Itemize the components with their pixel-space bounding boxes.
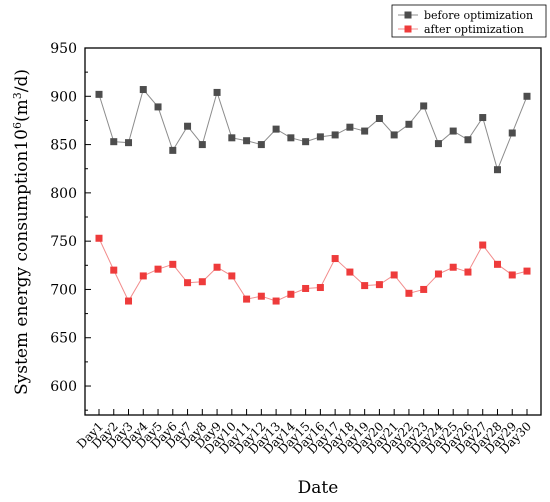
y-tick-label-650: 650 [50, 331, 77, 347]
y-axis: 600 650 700 750 800 850 900 950 [50, 41, 91, 411]
series-2-point-Day11 [243, 295, 251, 303]
series-2-point-Day26 [464, 268, 472, 276]
series-1-point-Day13 [272, 125, 280, 133]
y-tick-label-750: 750 [50, 234, 77, 250]
series-1-point-Day15 [302, 138, 310, 146]
y-axis-title-main: System energy consumption10 [12, 129, 32, 395]
series-1-point-Day8 [198, 141, 206, 149]
series-1 [95, 86, 531, 174]
series-2-point-Day7 [184, 279, 192, 287]
series-1-point-Day5 [154, 103, 162, 111]
series-1-point-Day18 [346, 123, 354, 131]
series-1-point-Day29 [508, 129, 516, 137]
series-1-point-Day25 [449, 127, 457, 135]
series-2-point-Day3 [125, 297, 133, 305]
series-1-point-Day7 [184, 122, 192, 130]
series-1-point-Day3 [125, 139, 133, 147]
series-1-point-Day28 [493, 166, 501, 174]
series-2-point-Day30 [523, 267, 531, 275]
series-1-point-Day20 [375, 115, 383, 123]
series-1-point-Day21 [390, 131, 398, 139]
series-2-point-Day9 [213, 263, 221, 271]
series-2-point-Day12 [257, 292, 265, 300]
series-1-point-Day2 [110, 138, 118, 146]
series-2-point-Day6 [169, 260, 177, 268]
series-2-point-Day15 [302, 284, 310, 292]
series-line-1 [98, 88, 528, 172]
series-1-point-Day24 [434, 140, 442, 148]
series-2-point-Day5 [154, 265, 162, 273]
y-tick-label-700: 700 [50, 282, 77, 298]
series-1-point-Day22 [405, 120, 413, 128]
series-1-point-Day9 [213, 88, 221, 96]
y-tick-label-600: 600 [50, 379, 77, 395]
series-2-point-Day27 [479, 241, 487, 249]
series-1-point-Day12 [257, 141, 265, 149]
series-1-point-Day4 [139, 86, 147, 94]
series-1-point-Day23 [420, 102, 428, 110]
series-2-point-Day1 [95, 234, 103, 242]
y-axis-title-unit-close: /d) [12, 69, 32, 92]
series-1-point-Day27 [479, 114, 487, 122]
y-tick-label-900: 900 [50, 89, 77, 105]
legend-box [391, 4, 547, 38]
series-2-point-Day2 [110, 266, 118, 274]
x-axis: Day1Day2Day3Day4Day5Day6Day7Day8Day9Day1… [74, 409, 534, 457]
series-2-point-Day20 [375, 281, 383, 289]
legend-marker-2 [404, 25, 412, 33]
y-tick-label-950: 950 [50, 41, 77, 57]
series-2-point-Day4 [139, 272, 147, 280]
y-axis-title-unit-sup: 3 [11, 92, 24, 99]
series-1-point-Day17 [331, 131, 339, 139]
x-axis-title: Date [298, 478, 339, 498]
series-2-point-Day8 [198, 278, 206, 286]
series-2-point-Day21 [390, 271, 398, 279]
series-1-point-Day16 [316, 133, 324, 141]
series-2-point-Day23 [420, 285, 428, 293]
series-2-point-Day22 [405, 289, 413, 297]
series-1-point-Day30 [523, 92, 531, 100]
legend-marker-1 [404, 11, 412, 19]
series-2-point-Day28 [493, 260, 501, 268]
series-1-point-Day19 [361, 127, 369, 135]
series-2-point-Day29 [508, 271, 516, 279]
series-1-point-Day1 [95, 90, 103, 98]
plot-area [84, 47, 542, 416]
plot-frame [84, 47, 542, 416]
series-2-point-Day24 [434, 270, 442, 278]
series-2-point-Day16 [316, 284, 324, 292]
series-1-point-Day26 [464, 136, 472, 144]
series-2-point-Day10 [228, 272, 236, 280]
legend-label-1: before optimization [424, 9, 533, 22]
series-1-point-Day14 [287, 134, 295, 142]
y-axis-title-sup: 6 [11, 122, 24, 129]
series-1-point-Day10 [228, 134, 236, 142]
y-tick-label-800: 800 [50, 186, 77, 202]
series-1-point-Day11 [243, 137, 251, 145]
series-2-point-Day17 [331, 255, 339, 263]
y-axis-title-unit-open: (m [12, 99, 32, 122]
series-1-point-Day6 [169, 146, 177, 154]
series-layer [95, 86, 531, 305]
series-2-point-Day19 [361, 282, 369, 290]
series-2-point-Day25 [449, 263, 457, 271]
series-2-point-Day14 [287, 290, 295, 298]
series-2-point-Day18 [346, 268, 354, 276]
legend-label-2: after optimization [424, 23, 524, 36]
series-2 [95, 234, 531, 305]
y-axis-title: System energy consumption106(m3/d) [11, 69, 33, 395]
series-2-point-Day13 [272, 297, 280, 305]
y-tick-label-850: 850 [50, 138, 77, 154]
series-line-2 [98, 238, 528, 303]
